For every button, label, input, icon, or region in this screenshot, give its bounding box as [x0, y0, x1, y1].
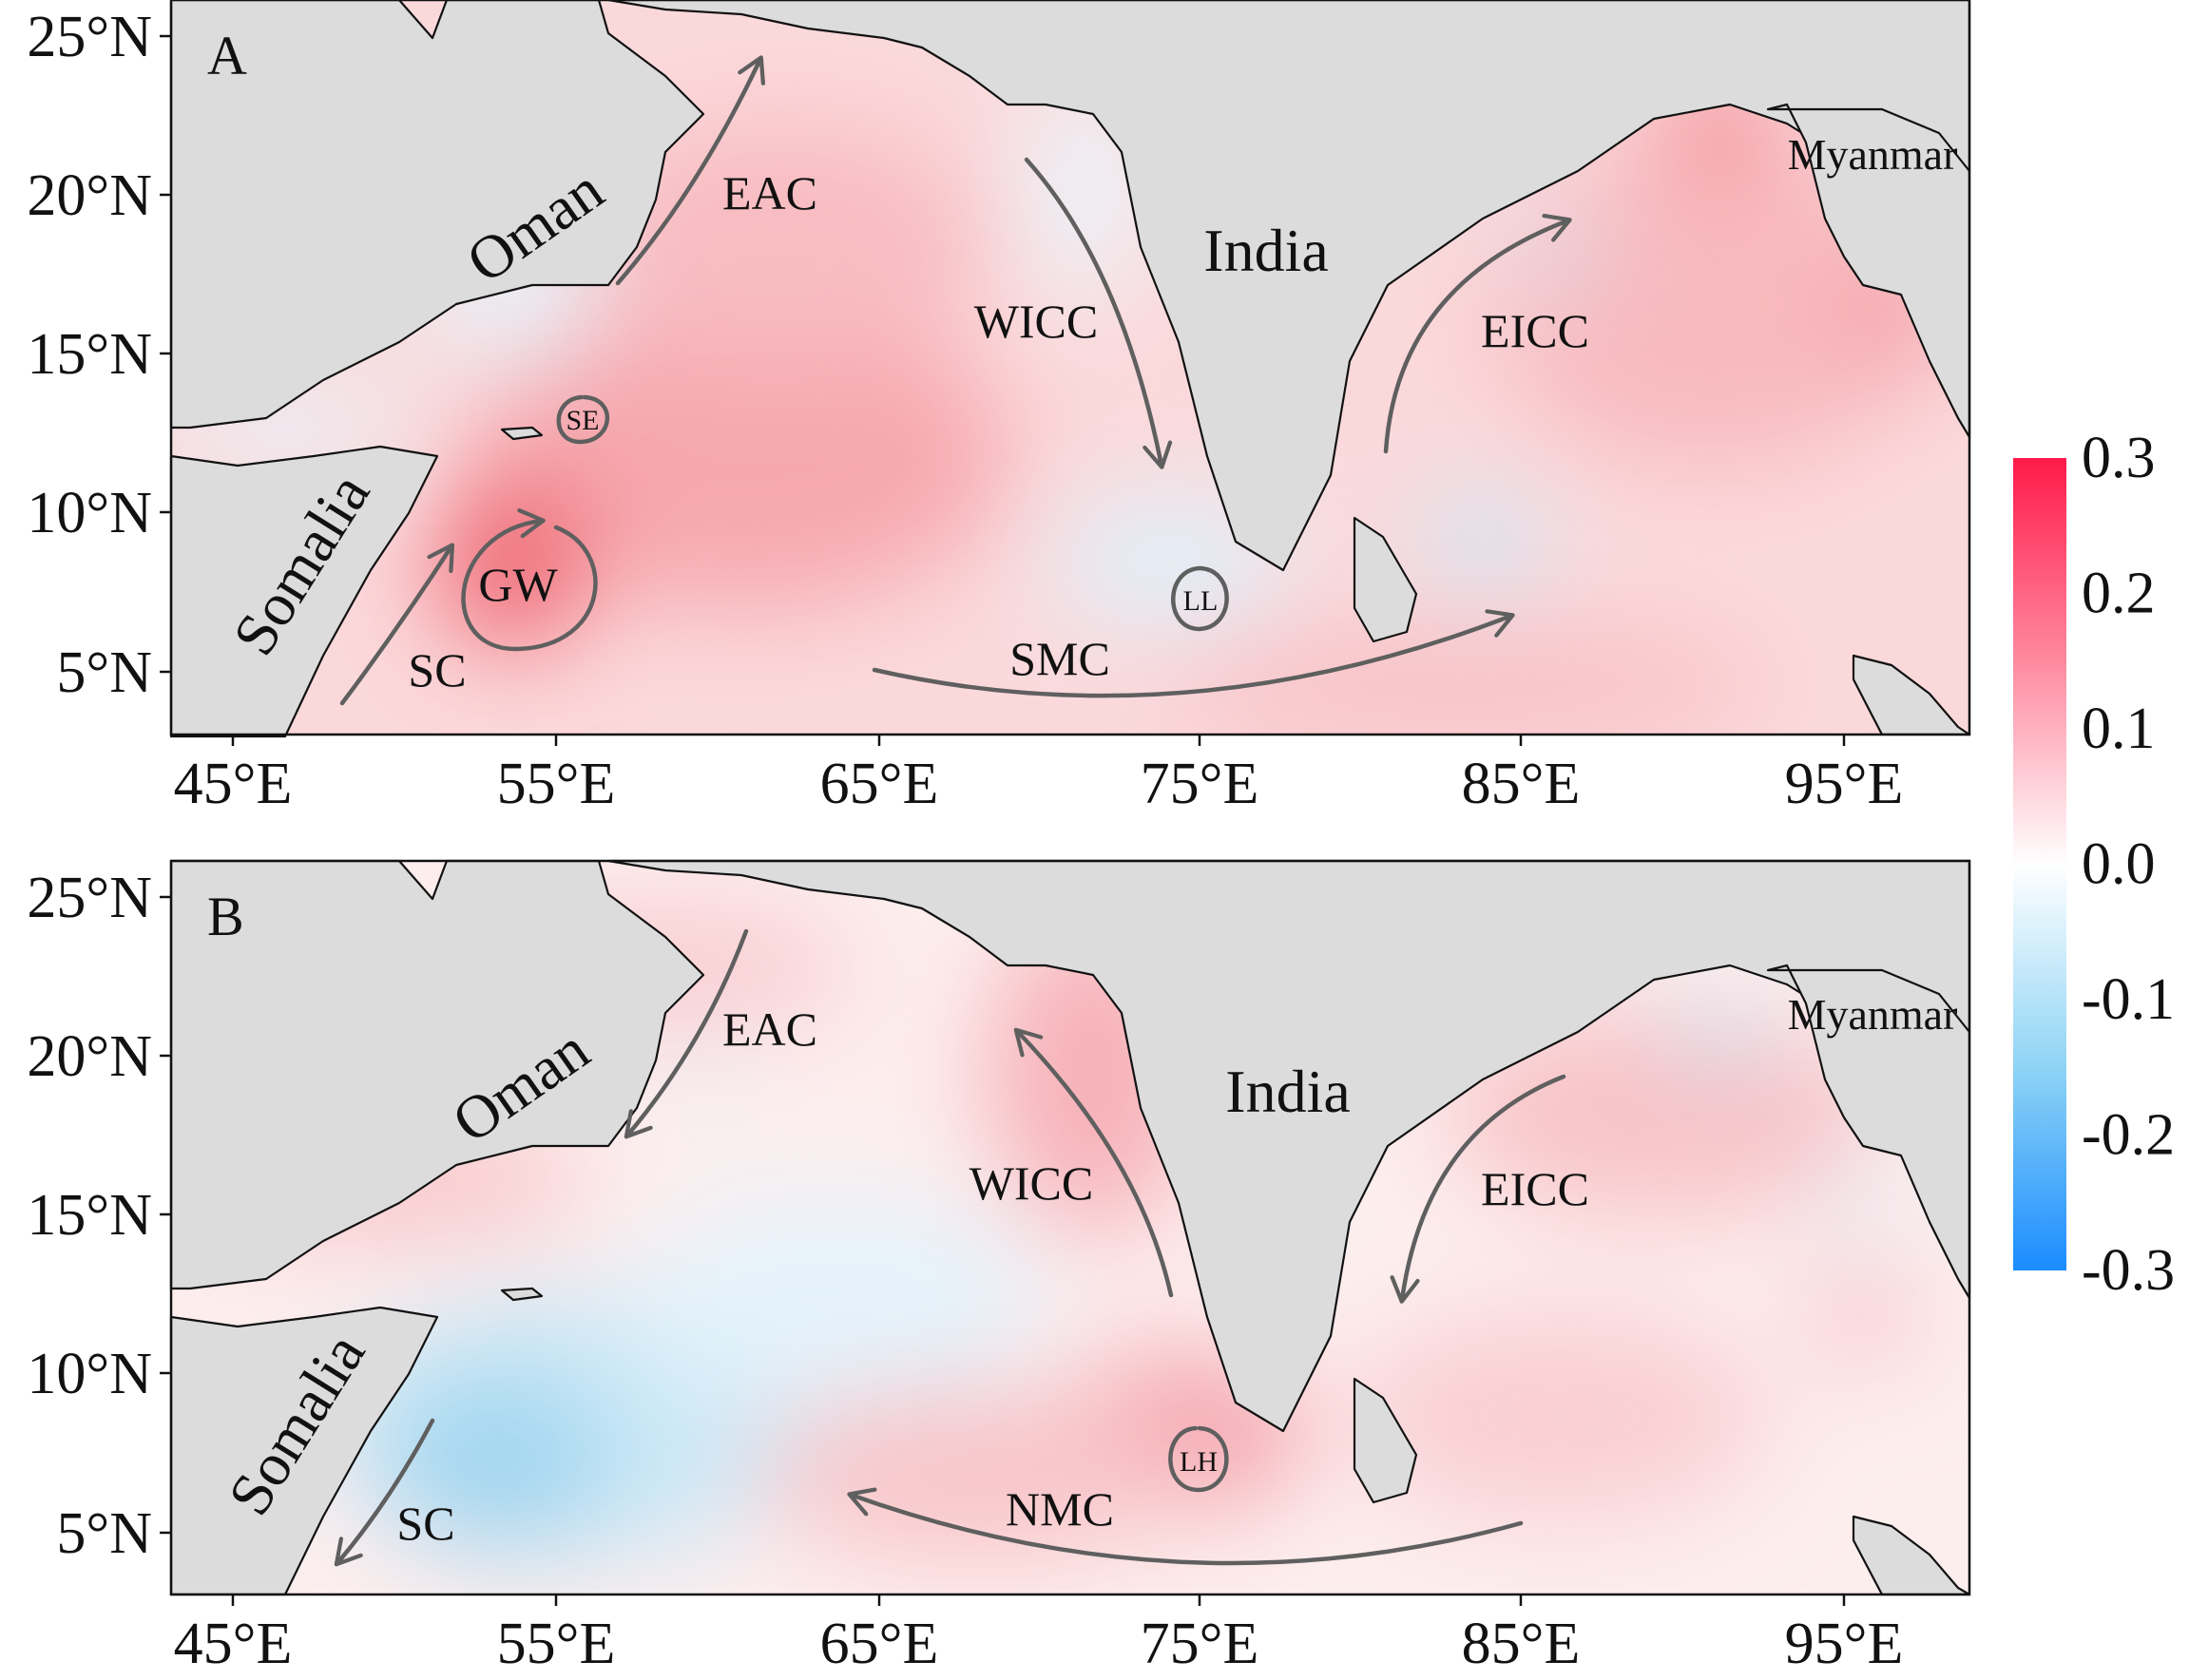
y-tick-label-a: 10°N [27, 481, 152, 545]
colorbar-tick-label: -0.3 [2082, 1238, 2175, 1303]
colorbar-tick-label: 0.2 [2082, 562, 2156, 626]
lh-label: LH [1180, 1446, 1218, 1478]
panel-b: B Oman Somalia India Myanmar EAC WICC EI… [27, 859, 1971, 1676]
x-tick-label-b: 85°E [1462, 1612, 1581, 1676]
sc-label: SC [408, 643, 466, 697]
panel-b-letter: B [207, 886, 244, 947]
y-tick-label-a: 25°N [27, 5, 152, 69]
y-tick-label-a: 15°N [27, 322, 152, 387]
x-tick-label-b: 75°E [1141, 1612, 1259, 1676]
eac-arrow [615, 55, 766, 286]
x-tick-label-b: 95°E [1785, 1612, 1904, 1676]
myanmar-land-b [1766, 964, 1971, 1300]
eicc-arrow [1383, 213, 1572, 454]
sc-arrow [339, 543, 455, 706]
eicc-label-b: EICC [1481, 1162, 1589, 1215]
y-tick-label-a: 5°N [56, 640, 152, 705]
eac-arrow-b [624, 928, 749, 1139]
myanmar-label: Myanmar [1788, 130, 1958, 179]
india-label: India [1203, 217, 1329, 284]
gw-eddy-arrow [461, 508, 598, 652]
eicc-label: EICC [1481, 304, 1589, 357]
wicc-arrow [1024, 157, 1173, 469]
x-tick-label-a: 75°E [1141, 752, 1259, 816]
se-label: SE [566, 405, 599, 436]
y-tick-label-b: 15°N [27, 1183, 152, 1248]
panel-a-land [169, 0, 1971, 738]
colorbar-tick-label: -0.2 [2082, 1103, 2175, 1168]
socotra-island [500, 426, 544, 441]
x-tick-label-b: 55°E [497, 1612, 616, 1676]
se-eddy-arrow [556, 394, 610, 445]
wicc-arrow-b [1013, 1027, 1174, 1298]
panel-b-axis-ticks: 45°E 55°E 65°E 75°E 85°E 95°E 5°N 10°N 15°N 20°N 2… [27, 866, 1903, 1676]
x-tick-label-b: 65°E [820, 1612, 939, 1676]
colorbar-tick-label: -0.1 [2082, 967, 2175, 1032]
panel-b-frame [169, 859, 1971, 1596]
colorbar-ticks: 0.3 0.2 0.1 0.0 -0.1 -0.2 -0.3 [2082, 426, 2175, 1303]
myanmar-label-b: Myanmar [1788, 990, 1958, 1039]
colorbar: 0.3 0.2 0.1 0.0 -0.1 -0.2 -0.3 [2013, 426, 2175, 1303]
panel-a-axis-ticks: 45°E 55°E 65°E 75°E 85°E 95°E 5°N 10°N 15°N 20°N 2… [27, 5, 1903, 816]
wicc-label-b: WICC [970, 1156, 1094, 1210]
colorbar-gradient [2013, 458, 2066, 1270]
sri-lanka-land [1353, 516, 1418, 643]
wicc-label: WICC [974, 295, 1099, 348]
panel-b-land [169, 859, 1971, 1596]
eac-label-b: EAC [722, 1002, 817, 1056]
arabia-land [169, 0, 705, 430]
x-tick-label-a: 65°E [820, 752, 939, 816]
x-tick-label-a: 95°E [1785, 752, 1904, 816]
lh-eddy-arrow [1168, 1425, 1229, 1493]
y-tick-label-a: 20°N [27, 163, 152, 228]
ll-eddy-arrow [1171, 565, 1229, 632]
socotra-island-b [500, 1287, 544, 1302]
y-tick-label-b: 5°N [56, 1501, 152, 1566]
ll-label: LL [1183, 585, 1219, 617]
panel-a-frame [169, 0, 1971, 736]
sc-label-b: SC [396, 1497, 454, 1550]
colorbar-tick-label: 0.3 [2082, 426, 2156, 490]
india-label-b: India [1225, 1058, 1351, 1125]
nmc-arrow-b [847, 1487, 1524, 1566]
x-tick-label-a: 55°E [497, 752, 616, 816]
x-tick-label-a: 85°E [1462, 752, 1581, 816]
eac-label: EAC [722, 166, 817, 220]
y-tick-label-b: 25°N [27, 866, 152, 930]
y-tick-label-b: 10°N [27, 1342, 152, 1406]
myanmar-land [1766, 103, 1971, 439]
smc-label: SMC [1009, 632, 1110, 685]
nmc-label-b: NMC [1006, 1482, 1114, 1536]
sc-arrow-b [334, 1418, 435, 1567]
somalia-land-b [169, 1306, 439, 1596]
colorbar-tick-label: 0.0 [2082, 832, 2156, 897]
x-tick-label-b: 45°E [174, 1612, 293, 1676]
y-tick-label-b: 20°N [27, 1024, 152, 1089]
panel-a-letter: A [207, 25, 247, 86]
eicc-arrow-b [1390, 1074, 1566, 1304]
smc-arrow [872, 609, 1515, 698]
panel-b-sst-field [171, 861, 1969, 1594]
sumatra-land-b [1852, 1515, 1971, 1596]
x-tick-label-a: 45°E [174, 752, 293, 816]
panel-a: A Oman Somalia India Myanmar EAC WICC EI… [27, 0, 1971, 816]
sri-lanka-land-b [1353, 1377, 1418, 1504]
somalia-land [169, 445, 439, 738]
sumatra-land [1852, 654, 1971, 736]
colorbar-tick-label: 0.1 [2082, 697, 2156, 761]
gw-label: GW [478, 558, 558, 611]
